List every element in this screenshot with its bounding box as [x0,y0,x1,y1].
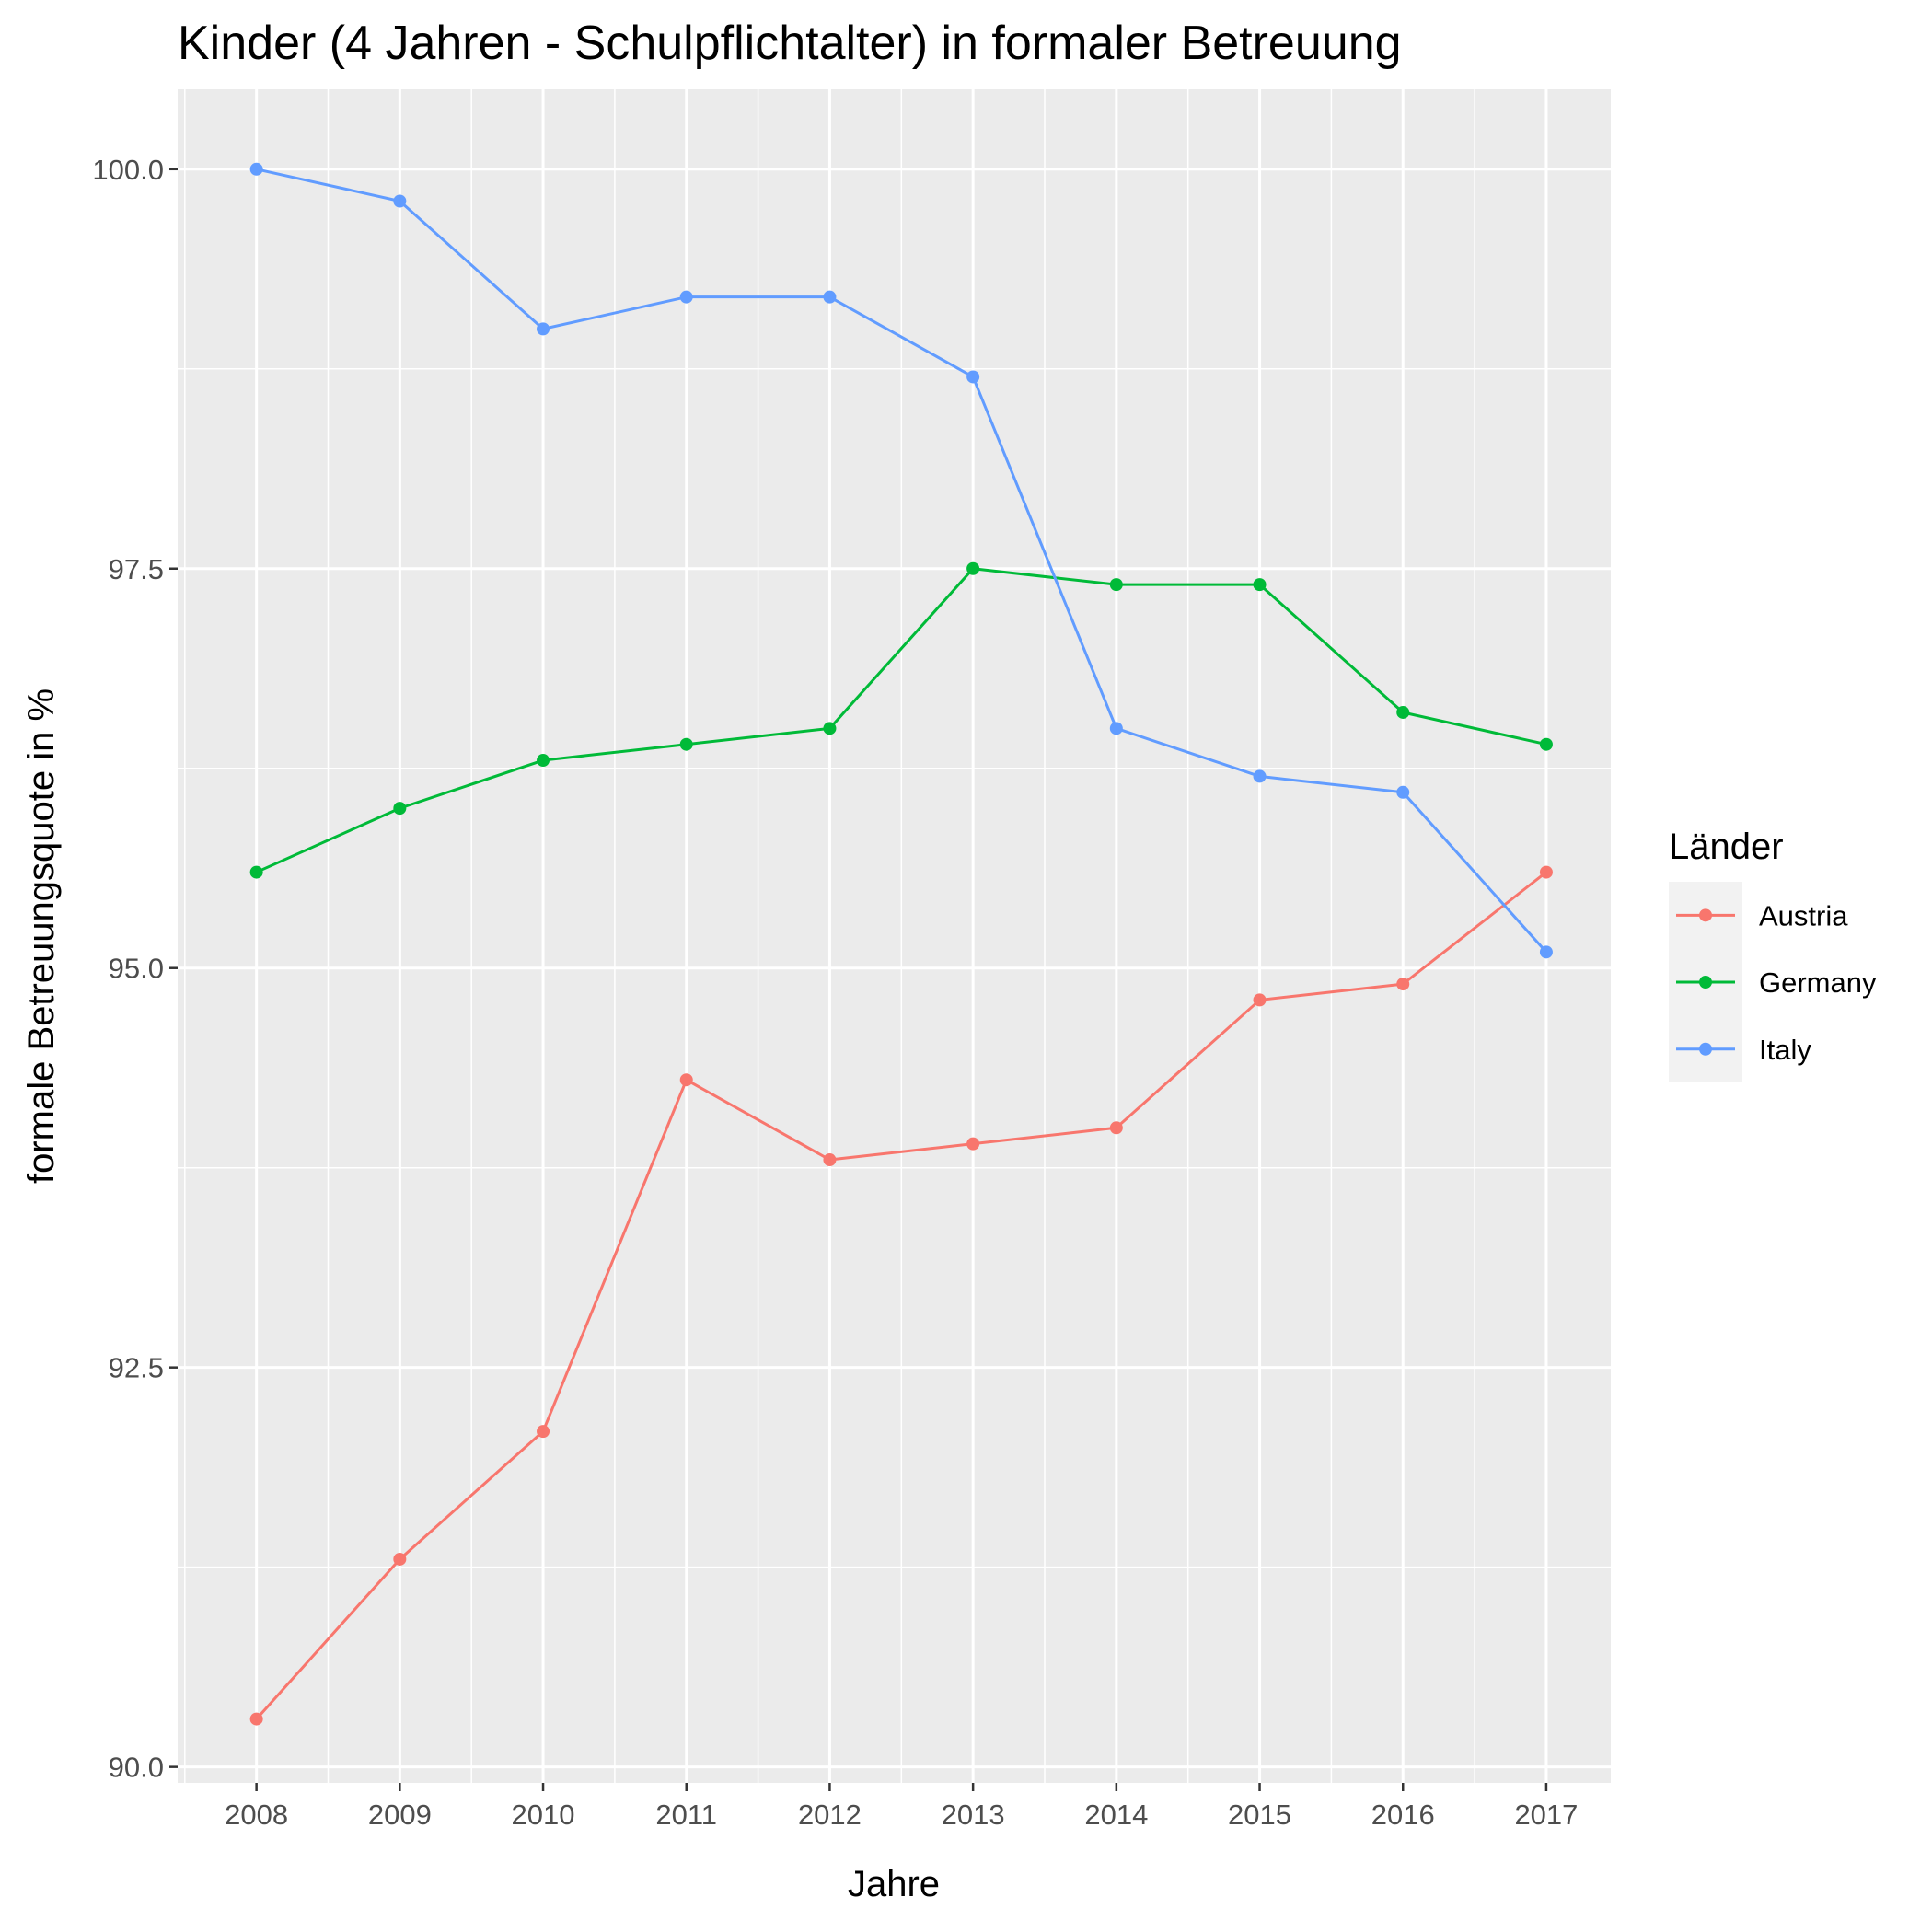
series-line-austria [255,871,1547,1720]
data-point-austria [1109,1121,1123,1135]
data-point-italy [1396,785,1410,799]
y-axis-title: formale Betreuungsquote in % [21,688,62,1184]
series-layer [249,162,1553,1726]
x-tick-label: 2010 [512,1799,575,1831]
minor-gridlines [178,89,1611,1783]
data-point-germany [823,722,837,735]
data-point-austria [823,1153,837,1167]
x-tick-label: 2009 [368,1799,432,1831]
legend-items: Austria Germany Italy [1676,899,1877,1066]
y-tick-label: 90.0 [109,1752,164,1784]
x-axis-title: Jahre [848,1864,940,1904]
data-point-germany [966,561,980,575]
chart-title: Kinder (4 Jahren - Schulpflichtalter) in… [178,17,1402,70]
data-point-italy [1109,722,1123,735]
data-point-italy [679,290,693,304]
legend-label-germany: Germany [1759,966,1877,999]
x-tick-label: 2008 [225,1799,288,1831]
data-point-austria [1253,993,1267,1007]
data-point-germany [679,737,693,751]
legend-title: Länder [1669,827,1784,867]
x-tick-label: 2012 [798,1799,862,1831]
data-point-austria [1539,865,1553,879]
legend: Länder Austria Germany Italy [1669,827,1877,1082]
data-point-austria [393,1552,407,1566]
legend-label-austria: Austria [1759,899,1848,931]
x-tick-label: 2011 [655,1799,717,1831]
x-tick-label: 2015 [1228,1799,1291,1831]
data-point-germany [1396,705,1410,719]
data-point-austria [1396,978,1410,991]
data-point-germany [1253,578,1267,592]
data-point-austria [537,1425,550,1439]
data-point-austria [679,1073,693,1087]
data-point-italy [1539,945,1553,959]
y-tick-label: 97.5 [109,553,164,585]
x-tick-label: 2016 [1371,1799,1435,1831]
y-tick-label: 100.0 [92,154,164,186]
x-axis: 2008 2009 2010 2011 2012 2013 2014 2015 2016 2017 [225,1783,1578,1831]
data-point-germany [393,802,407,816]
plot-panel [178,89,1611,1783]
data-point-italy [966,370,980,384]
data-point-germany [1109,578,1123,592]
legend-key-point-germany [1699,976,1712,989]
legend-label-italy: Italy [1759,1034,1811,1066]
data-point-germany [249,865,263,879]
y-tick-label: 92.5 [109,1352,164,1384]
x-tick-label: 2013 [942,1799,1005,1831]
data-point-italy [393,194,407,208]
legend-key-point-austria [1699,908,1712,922]
legend-key-point-italy [1699,1042,1712,1056]
series-line-germany [256,567,1547,873]
y-axis: 90.0 92.5 95.0 97.5 100.0 [92,154,178,1784]
data-point-germany [537,754,550,768]
data-point-austria [249,1712,263,1726]
major-gridlines [178,89,1611,1783]
x-tick-label: 2014 [1084,1799,1148,1831]
data-point-austria [966,1137,980,1151]
x-tick-label: 2017 [1514,1799,1578,1831]
data-point-italy [1253,769,1267,783]
y-tick-label: 95.0 [109,953,164,985]
series-line-italy [256,168,1548,954]
data-point-italy [249,162,263,176]
data-point-germany [1539,737,1553,751]
data-point-italy [823,290,837,304]
data-point-italy [537,322,550,336]
